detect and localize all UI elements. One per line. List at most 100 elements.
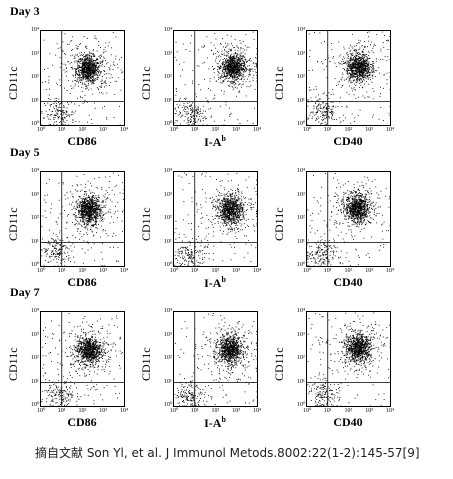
data-point: [366, 81, 367, 82]
data-point: [90, 73, 92, 75]
data-point: [248, 46, 250, 48]
data-point: [83, 67, 85, 69]
data-point: [90, 80, 92, 82]
data-point: [234, 75, 236, 77]
data-point: [72, 243, 74, 245]
data-point: [88, 195, 90, 197]
data-point: [98, 212, 100, 214]
data-point: [368, 71, 369, 73]
data-point: [175, 120, 177, 121]
data-point: [352, 57, 354, 59]
data-point: [87, 58, 88, 59]
data-point: [90, 65, 92, 67]
data-point: [94, 71, 96, 72]
data-point: [365, 67, 366, 69]
data-point: [231, 61, 233, 63]
data-point: [93, 49, 95, 51]
data-point: [87, 220, 88, 221]
data-point: [89, 207, 91, 209]
data-point: [247, 78, 248, 80]
data-point: [87, 55, 89, 57]
data-point: [105, 77, 107, 79]
data-point: [250, 68, 252, 70]
data-point: [363, 77, 365, 79]
data-point: [320, 123, 322, 125]
data-point: [226, 77, 228, 79]
data-point: [72, 36, 74, 38]
data-point: [353, 61, 355, 63]
data-point: [191, 124, 193, 125]
data-point: [107, 192, 108, 194]
data-point: [95, 208, 96, 210]
data-point: [352, 47, 354, 49]
data-point: [84, 216, 86, 218]
data-point: [97, 88, 99, 90]
data-point: [95, 224, 96, 225]
data-point: [229, 61, 231, 63]
data-point: [357, 63, 358, 65]
data-point: [239, 70, 241, 72]
data-point: [47, 249, 48, 251]
data-point: [357, 58, 358, 60]
data-point: [309, 56, 311, 57]
data-point: [81, 68, 83, 70]
data-point: [51, 254, 52, 255]
data-point: [355, 54, 357, 56]
data-point: [92, 226, 94, 227]
data-point: [230, 62, 232, 64]
data-point: [361, 76, 363, 77]
data-point: [347, 68, 349, 69]
data-point: [200, 113, 202, 114]
data-point: [85, 214, 87, 215]
data-point: [54, 102, 56, 104]
data-point: [81, 79, 83, 81]
data-point: [233, 74, 235, 76]
data-point: [81, 189, 83, 191]
data-point: [91, 201, 93, 203]
data-point: [368, 55, 370, 56]
data-point: [196, 115, 198, 117]
y-tick-label: 10⁴: [31, 168, 40, 174]
data-point: [218, 77, 220, 79]
data-point: [107, 197, 109, 199]
data-point: [56, 236, 58, 237]
data-point: [93, 70, 94, 72]
data-point: [68, 248, 70, 250]
data-point: [87, 234, 89, 236]
data-point: [352, 80, 354, 82]
data-point: [89, 64, 91, 65]
data-point: [63, 63, 65, 65]
data-point: [242, 69, 243, 71]
data-point: [348, 70, 350, 71]
data-point: [312, 112, 314, 114]
data-point: [371, 71, 373, 72]
data-point: [234, 52, 236, 53]
data-point: [84, 197, 86, 199]
data-point: [90, 77, 92, 79]
data-point: [86, 204, 88, 206]
data-point: [75, 110, 77, 112]
data-point: [115, 184, 117, 186]
data-point: [234, 59, 235, 61]
data-point: [95, 216, 97, 218]
data-point: [326, 108, 327, 110]
data-point: [49, 244, 51, 246]
data-point: [361, 66, 363, 68]
data-point: [85, 71, 87, 73]
data-point: [355, 59, 357, 61]
data-point: [86, 62, 87, 64]
data-point: [246, 68, 248, 69]
data-point: [237, 72, 239, 73]
data-point: [227, 59, 228, 61]
data-point: [93, 206, 95, 207]
data-point: [241, 86, 242, 88]
data-point: [88, 84, 90, 86]
data-point: [48, 79, 50, 81]
data-point: [104, 265, 105, 266]
data-point: [177, 107, 179, 109]
data-point: [101, 64, 103, 66]
data-point: [99, 215, 101, 216]
data-point: [91, 213, 93, 215]
data-point: [90, 74, 92, 76]
data-point: [77, 81, 79, 82]
